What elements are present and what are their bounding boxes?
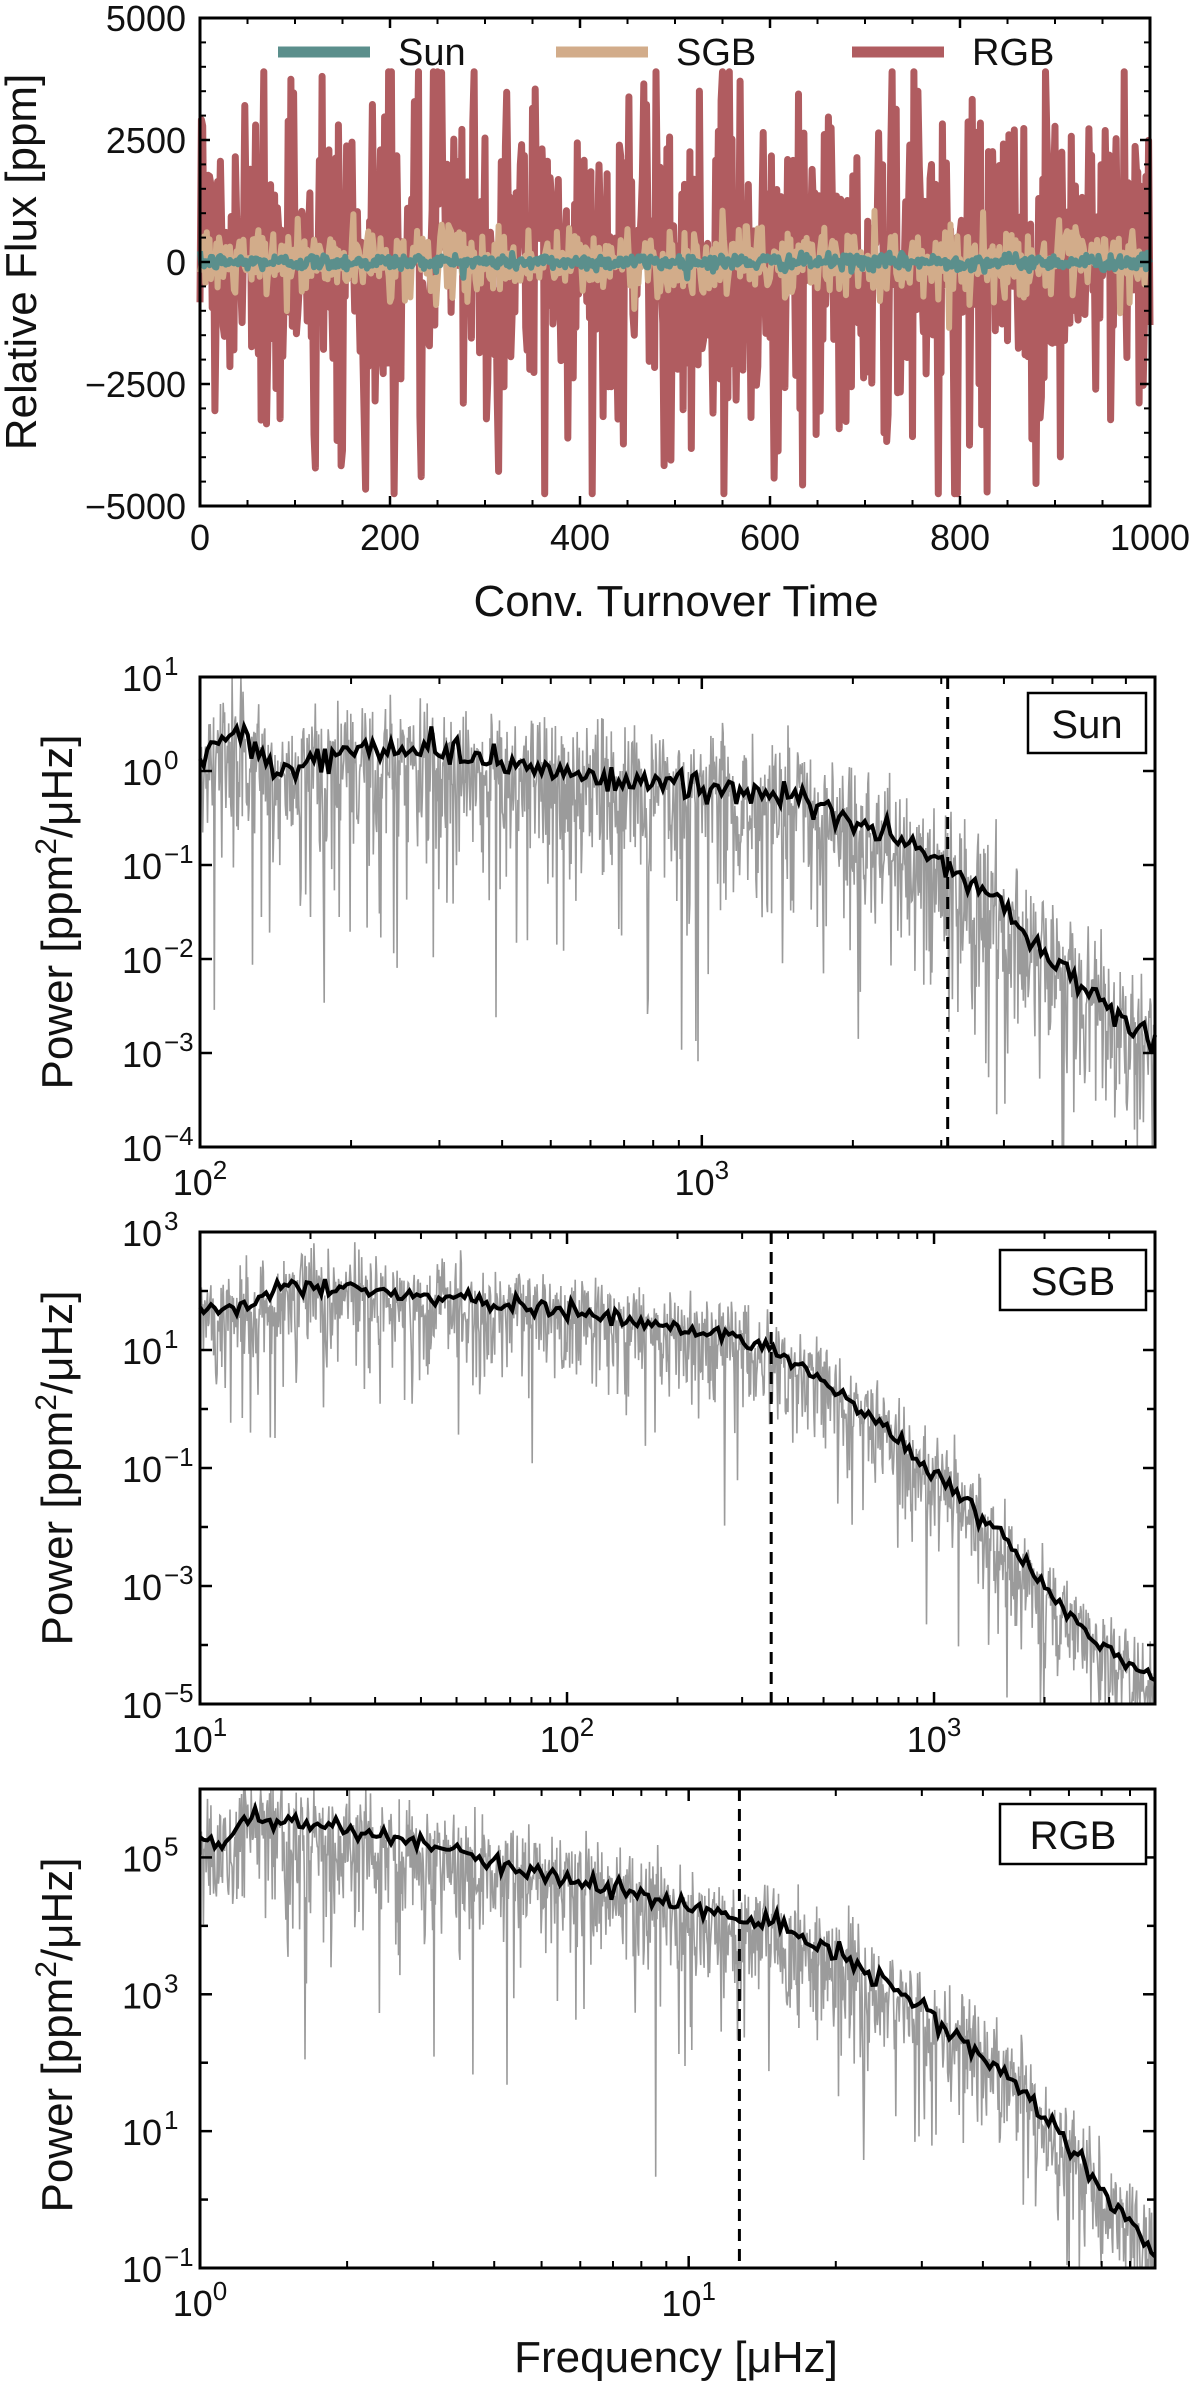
y-tick-label: 10 bbox=[122, 2112, 162, 2153]
y-axis-label: Power [ppm2/μHz] bbox=[30, 1290, 82, 1645]
y-tick-label: 10 bbox=[122, 1213, 162, 1254]
y-tick-exponent: −1 bbox=[164, 839, 194, 869]
flux-time-series-panel: Sun SGB RGB 0 200 400 600 800 1000−5000−25000… bbox=[0, 0, 1190, 626]
y-tick-exponent: 5 bbox=[164, 1831, 178, 1861]
x-tick-label: 101 bbox=[173, 1712, 228, 1760]
y-tick-label: 10 bbox=[122, 846, 162, 887]
y-tick-label: 5000 bbox=[106, 0, 186, 39]
raw-power-trace bbox=[199, 1242, 1156, 1704]
y-tick-label: 10 bbox=[122, 1034, 162, 1075]
legend-label-sgb: SGB bbox=[676, 32, 756, 74]
y-tick-label: 10 bbox=[122, 940, 162, 981]
axis-ticks bbox=[198, 1230, 1155, 1706]
sun-series-line bbox=[197, 249, 1153, 282]
y-tick-exponent: 1 bbox=[164, 1324, 178, 1354]
sgb-series-line bbox=[197, 207, 1152, 331]
x-tick-label: 800 bbox=[930, 517, 990, 558]
y-tick-label: 10 bbox=[122, 1685, 162, 1726]
raw-power-trace bbox=[199, 677, 1156, 1147]
panel-label-rgb: RGB bbox=[1030, 1814, 1117, 1858]
y-tick-label: −5000 bbox=[85, 486, 186, 527]
y-tick-label: 10 bbox=[122, 658, 162, 699]
raw-spectrum-line bbox=[199, 677, 1156, 1147]
axis-ticks bbox=[198, 675, 1155, 1149]
x-tick-label: 100 bbox=[173, 2276, 228, 2324]
tick-labels: 0 200 400 600 800 1000 −5000 −2500 0 2500 5000 bbox=[85, 0, 1190, 558]
y-tick-exponent: 1 bbox=[164, 651, 178, 681]
y-tick-label: 10 bbox=[122, 1567, 162, 1608]
x-tick-label: 400 bbox=[550, 517, 610, 558]
panel-label-sgb: SGB bbox=[1031, 1260, 1115, 1304]
legend: Sun SGB RGB bbox=[278, 32, 1054, 74]
y-tick-exponent: −2 bbox=[164, 933, 194, 963]
panel-label-box bbox=[998, 1802, 1148, 1866]
x-tick-label: 600 bbox=[740, 517, 800, 558]
y-tick-label: 10 bbox=[122, 1449, 162, 1490]
plot-frame bbox=[198, 1787, 1157, 2270]
panel-label-sun: Sun bbox=[1051, 703, 1122, 747]
raw-power-trace bbox=[199, 1789, 1156, 2268]
x-tick-label: 101 bbox=[661, 2276, 716, 2324]
panel-label-box bbox=[1026, 691, 1148, 755]
x-tick-label: 102 bbox=[540, 1712, 595, 1760]
y-tick-exponent: −1 bbox=[164, 1442, 194, 1472]
y-tick-exponent: −3 bbox=[164, 1560, 194, 1590]
x-axis-label: Conv. Turnover Time bbox=[473, 577, 878, 626]
y-axis-label: Power [ppm2/μHz] bbox=[30, 1857, 82, 2212]
y-tick-exponent: 3 bbox=[164, 1206, 178, 1236]
axis-ticks bbox=[198, 16, 1152, 508]
y-tick-label: 10 bbox=[122, 1838, 162, 1879]
y-tick-label: 0 bbox=[166, 242, 186, 283]
sun-flux-trace bbox=[197, 249, 1153, 282]
smoothed-spectrum-line bbox=[198, 719, 1157, 1053]
x-tick-label: 103 bbox=[675, 1155, 730, 1203]
y-tick-label: 2500 bbox=[106, 120, 186, 161]
x-tick-label: 1000 bbox=[1110, 517, 1190, 558]
y-tick-exponent: −5 bbox=[164, 1678, 194, 1708]
axis-ticks bbox=[198, 1787, 1155, 2270]
y-tick-exponent: 0 bbox=[164, 745, 178, 775]
legend-label-sun: Sun bbox=[398, 32, 466, 74]
y-tick-exponent: −1 bbox=[164, 2242, 194, 2272]
y-tick-label: 10 bbox=[122, 1331, 162, 1372]
y-tick-exponent: −3 bbox=[164, 1027, 194, 1057]
y-tick-label: 10 bbox=[122, 752, 162, 793]
y-tick-exponent: 3 bbox=[164, 1968, 178, 1998]
raw-spectrum-line bbox=[199, 1789, 1156, 2268]
plot-frame bbox=[198, 675, 1157, 1149]
smoothed-spectrum-line bbox=[198, 1800, 1157, 2258]
x-tick-label: 200 bbox=[360, 517, 420, 558]
y-axis-label: Relative Flux [ppm] bbox=[0, 74, 46, 451]
panel-label-box bbox=[998, 1248, 1148, 1312]
y-tick-label: 10 bbox=[122, 1128, 162, 1169]
x-axis-label: Frequency [μHz] bbox=[514, 2333, 838, 2382]
sgb-flux-trace bbox=[197, 207, 1152, 331]
smoothed-spectrum-line bbox=[198, 1276, 1156, 1682]
y-tick-label: −2500 bbox=[85, 364, 186, 405]
y-tick-exponent: 1 bbox=[164, 2105, 178, 2135]
y-axis-label: Power [ppm2/μHz] bbox=[30, 734, 82, 1089]
x-tick-label: 0 bbox=[190, 517, 210, 558]
raw-spectrum-line bbox=[199, 1242, 1156, 1704]
y-tick-exponent: −4 bbox=[164, 1121, 194, 1151]
legend-label-rgb: RGB bbox=[972, 32, 1054, 74]
y-tick-label: 10 bbox=[122, 1975, 162, 2016]
x-tick-label: 103 bbox=[907, 1712, 962, 1760]
x-tick-label: 102 bbox=[173, 1155, 228, 1203]
y-tick-label: 10 bbox=[122, 2249, 162, 2290]
